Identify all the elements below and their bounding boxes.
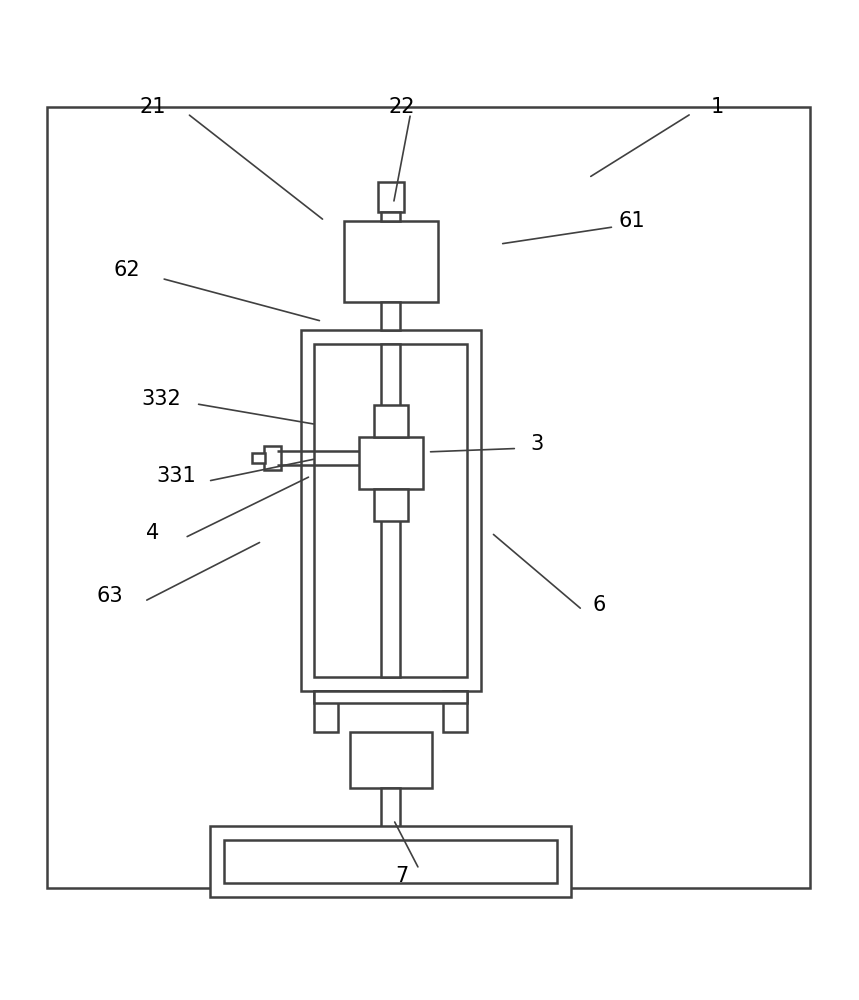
Bar [374,489,408,521]
Text: 62: 62 [114,260,140,280]
Bar [381,344,400,677]
Text: 21: 21 [140,97,166,117]
Text: 1: 1 [710,97,724,117]
Text: 6: 6 [593,595,606,615]
Bar [350,732,432,788]
Bar [47,107,810,888]
Bar [378,182,404,212]
Bar [381,788,400,835]
Text: 332: 332 [142,389,181,409]
Text: 7: 7 [395,866,409,886]
Bar [443,691,467,732]
Bar [301,330,481,691]
Bar [314,344,467,677]
Text: 4: 4 [146,523,160,543]
Bar [374,405,408,437]
Bar [344,221,438,302]
Text: 3: 3 [530,434,544,454]
Bar [252,453,265,463]
Text: 63: 63 [97,586,123,606]
Bar [359,437,423,489]
Bar [381,212,400,221]
Bar [314,691,338,732]
Text: 331: 331 [156,466,196,486]
Bar [224,840,557,883]
Bar [210,826,571,897]
Bar [381,302,400,330]
Bar [264,446,281,470]
Bar [314,691,467,703]
Text: 61: 61 [618,211,644,231]
Text: 22: 22 [389,97,415,117]
